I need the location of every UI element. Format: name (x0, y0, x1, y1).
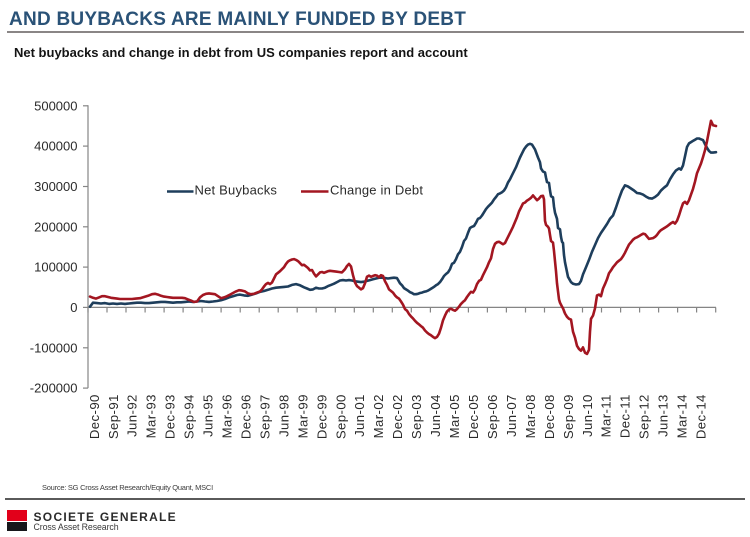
svg-text:Dec-08: Dec-08 (542, 394, 557, 439)
svg-text:Dec-99: Dec-99 (314, 394, 329, 439)
svg-text:Sep-94: Sep-94 (182, 394, 197, 439)
svg-text:Jun-95: Jun-95 (201, 394, 216, 437)
svg-text:Jun-92: Jun-92 (125, 394, 140, 437)
svg-text:100000: 100000 (34, 260, 77, 275)
svg-text:Dec-05: Dec-05 (466, 394, 481, 439)
svg-text:Mar-08: Mar-08 (523, 394, 538, 438)
svg-text:Jun-01: Jun-01 (352, 394, 367, 437)
svg-text:Sep-12: Sep-12 (637, 394, 652, 439)
svg-text:Change in Debt: Change in Debt (330, 183, 423, 198)
svg-text:Dec-90: Dec-90 (87, 394, 102, 439)
svg-text:Mar-96: Mar-96 (220, 394, 235, 438)
svg-text:Dec-14: Dec-14 (694, 394, 709, 439)
svg-text:Mar-05: Mar-05 (447, 394, 462, 438)
svg-text:Jun-10: Jun-10 (580, 394, 595, 437)
svg-text:Dec-11: Dec-11 (618, 394, 633, 438)
svg-text:300000: 300000 (34, 179, 77, 194)
svg-text:Sep-06: Sep-06 (485, 394, 500, 439)
svg-text:Sep-03: Sep-03 (409, 394, 424, 439)
svg-text:Dec-93: Dec-93 (163, 394, 178, 439)
svg-text:400000: 400000 (34, 139, 77, 154)
svg-text:Sep-09: Sep-09 (561, 394, 576, 439)
svg-text:Sep-00: Sep-00 (333, 394, 348, 439)
svg-text:200000: 200000 (34, 219, 77, 234)
svg-text:Jun-04: Jun-04 (428, 394, 443, 437)
svg-text:-100000: -100000 (30, 340, 78, 355)
svg-text:Jun-07: Jun-07 (504, 394, 519, 437)
svg-text:Sep-91: Sep-91 (106, 394, 121, 439)
svg-text:Mar-93: Mar-93 (144, 394, 159, 438)
svg-text:Dec-02: Dec-02 (390, 394, 405, 439)
svg-text:Mar-14: Mar-14 (675, 394, 690, 438)
svg-text:Mar-99: Mar-99 (295, 394, 310, 438)
svg-text:Jun-98: Jun-98 (276, 394, 291, 437)
svg-text:Net Buybacks: Net Buybacks (195, 183, 278, 198)
svg-text:Sep-97: Sep-97 (257, 394, 272, 439)
svg-text:Mar-02: Mar-02 (371, 394, 386, 438)
svg-text:Mar-11: Mar-11 (599, 394, 614, 437)
svg-text:Dec-96: Dec-96 (239, 394, 254, 439)
svg-text:0: 0 (70, 300, 77, 315)
svg-text:-200000: -200000 (30, 381, 78, 396)
svg-text:Jun-13: Jun-13 (656, 394, 671, 437)
svg-text:500000: 500000 (34, 98, 77, 113)
